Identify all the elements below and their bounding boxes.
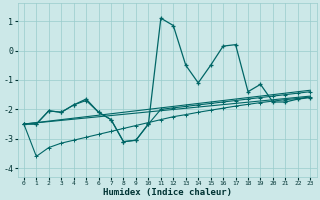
X-axis label: Humidex (Indice chaleur): Humidex (Indice chaleur) xyxy=(103,188,232,197)
